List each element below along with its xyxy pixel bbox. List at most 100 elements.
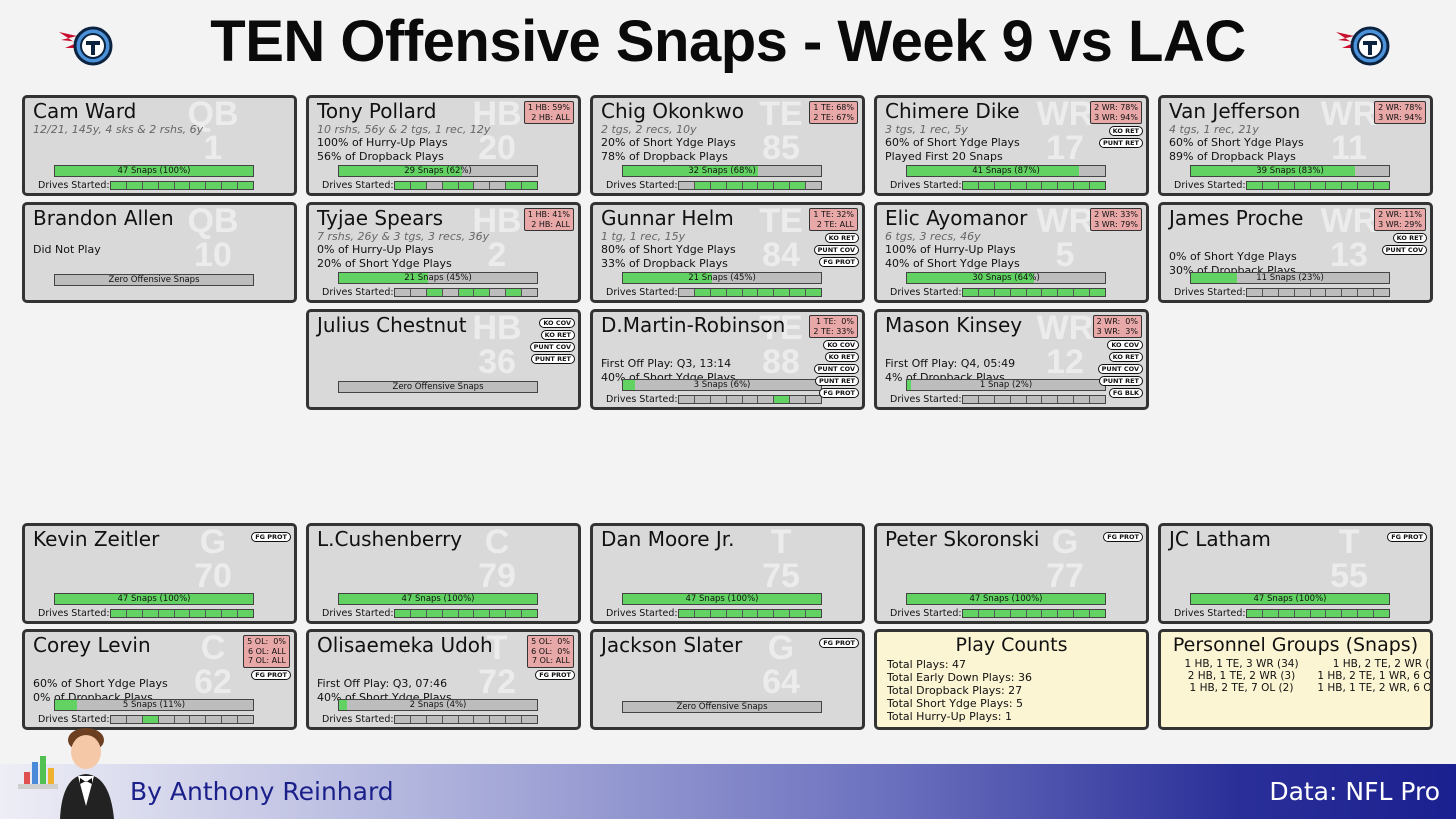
player-name: D.Martin-Robinson [601,313,786,337]
drives-started-label: Drives Started: [1174,287,1246,298]
jersey-number-watermark: 75 [762,557,800,595]
titans-logo-icon [59,26,113,66]
special-teams-tags: FG PROT [251,669,291,682]
titans-logo-icon [1336,26,1390,66]
play-count-line: Total Dropback Plays: 27 [887,684,1023,697]
drives-started-label: Drives Started: [322,287,394,298]
footer-banner: By Anthony Reinhard Data: NFL Pro [0,764,1456,819]
drive-segment [978,289,995,296]
snap-share-bar: 5 Snaps (11%) [54,699,254,711]
drive-segment [790,396,807,403]
snap-count-label: Zero Offensive Snaps [108,275,200,285]
player-card: G 64 Jackson Slater Zero Offensive Snaps FG … [590,629,865,730]
personnel-split-box: 1 HB: 41% 2 HB: ALL [523,208,574,231]
player-name: Chimere Dike [885,99,1020,123]
drive-segment [190,610,207,617]
position-watermark: WR [1036,202,1094,240]
player-name: JC Latham [1169,527,1271,551]
drive-segment [806,610,822,617]
player-name: Tony Pollard [317,99,437,123]
drive-segment [1310,610,1327,617]
personnel-split-box: 2 WR: 11% 3 WR: 29% [1374,208,1426,231]
position-number-watermark: C 79 [457,526,537,593]
special-teams-tag: PUNT COV [813,364,859,374]
personnel-split-box: 2 WR: 0% 3 WR: 3% [1092,315,1142,338]
position-number-watermark: G 64 [741,629,821,699]
drive-segment [490,716,507,723]
drive-segment [1278,289,1295,296]
drive-segment [222,610,239,617]
play-counts-title: Play Counts [955,634,1068,656]
drive-segment [679,289,695,296]
drive-segment [806,289,822,296]
drive-segment [490,289,507,296]
player-card: WR 12 Mason Kinsey First Off Play: Q4, 05:4… [874,309,1149,410]
jersey-number-watermark: 5 [1055,236,1075,274]
drives-started-bar [394,288,538,297]
drive-segment [1374,610,1390,617]
player-card: TE 88 D.Martin-Robinson First Off Play: Q3,… [590,309,865,410]
drive-segment [142,182,159,189]
drive-segment [1058,182,1075,189]
drive-segment [694,610,711,617]
drive-segment [222,716,239,723]
snap-share-fill [1191,273,1237,283]
player-card: QB 1 Cam Ward 12/21, 145y, 4 sks & 2 rshs, … [22,95,297,196]
author-byline: By Anthony Reinhard [130,777,394,806]
usage-notes: Did Not Play [33,243,101,257]
position-watermark: TE [759,202,803,240]
snap-count-label: Zero Offensive Snaps [676,702,768,712]
usage-note: 78% of Dropback Plays [601,150,728,163]
snap-count-label: 47 Snaps (100%) [1253,594,1327,604]
drives-started-label: Drives Started: [890,394,962,405]
position-number-watermark: TE 88 [741,312,821,379]
drive-segment [1074,396,1091,403]
position-watermark: HB [472,202,522,240]
special-teams-tag: KO COV [823,340,859,350]
drive-segment [978,396,995,403]
play-count-line: Total Hurry-Up Plays: 1 [887,710,1012,723]
special-teams-tags: KO COV KO RET PUNT COV PUNT RET FG BLK [1097,340,1143,400]
snap-count-label: 47 Snaps (100%) [117,594,191,604]
special-teams-tag: KO RET [824,233,859,243]
player-name: Brandon Allen [33,206,174,230]
usage-note: Played First 20 Snaps [885,150,1003,163]
special-teams-tag: PUNT RET [1098,376,1143,386]
snap-count-label: Zero Offensive Snaps [392,382,484,392]
special-teams-tag: FG PROT [251,532,291,542]
player-name: Cam Ward [33,99,137,123]
drive-segment [963,289,979,296]
special-teams-tags: FG PROT [1387,532,1427,544]
play-count-line: Total Plays: 47 [887,658,967,671]
drive-segment [994,182,1011,189]
drives-started-label: Drives Started: [322,180,394,191]
jersey-number-watermark: 10 [194,236,232,274]
special-teams-tag: FG PROT [819,638,859,648]
drive-segment [726,610,743,617]
drive-segment [978,182,995,189]
drive-segment [206,610,223,617]
drive-segment [1262,610,1279,617]
player-card: G 70 Kevin Zeitler 47 Snaps (100%) Drives St… [22,523,297,624]
position-number-watermark: G 77 [1025,526,1105,593]
player-card: C 62 Corey Levin 60% of Short Ydge Plays 0% … [22,629,297,730]
drive-segment [474,610,491,617]
position-watermark: G [767,629,795,667]
play-count-line: Total Early Down Plays: 36 [887,671,1032,684]
drive-segment [190,716,207,723]
drive-segment [694,289,711,296]
position-number-watermark: WR 12 [1025,312,1105,379]
personnel-groups-list: 1 HB, 1 TE, 3 WR (34) 1 HB, 2 TE, 2 WR (5… [1169,658,1430,694]
drives-started-bar [678,609,822,618]
player-name: L.Cushenberry [317,527,463,551]
snap-share-fill [339,594,537,604]
special-teams-tag: PUNT RET [1098,138,1143,148]
drive-segment [395,716,411,723]
usage-notes: 80% of Short Ydge Plays 33% of Dropback P… [601,243,736,271]
drive-segment [442,289,459,296]
drive-segment [158,610,175,617]
drive-segment [474,182,491,189]
drive-segment [126,716,143,723]
drive-segment [522,289,538,296]
position-number-watermark: WR 11 [1309,98,1389,165]
